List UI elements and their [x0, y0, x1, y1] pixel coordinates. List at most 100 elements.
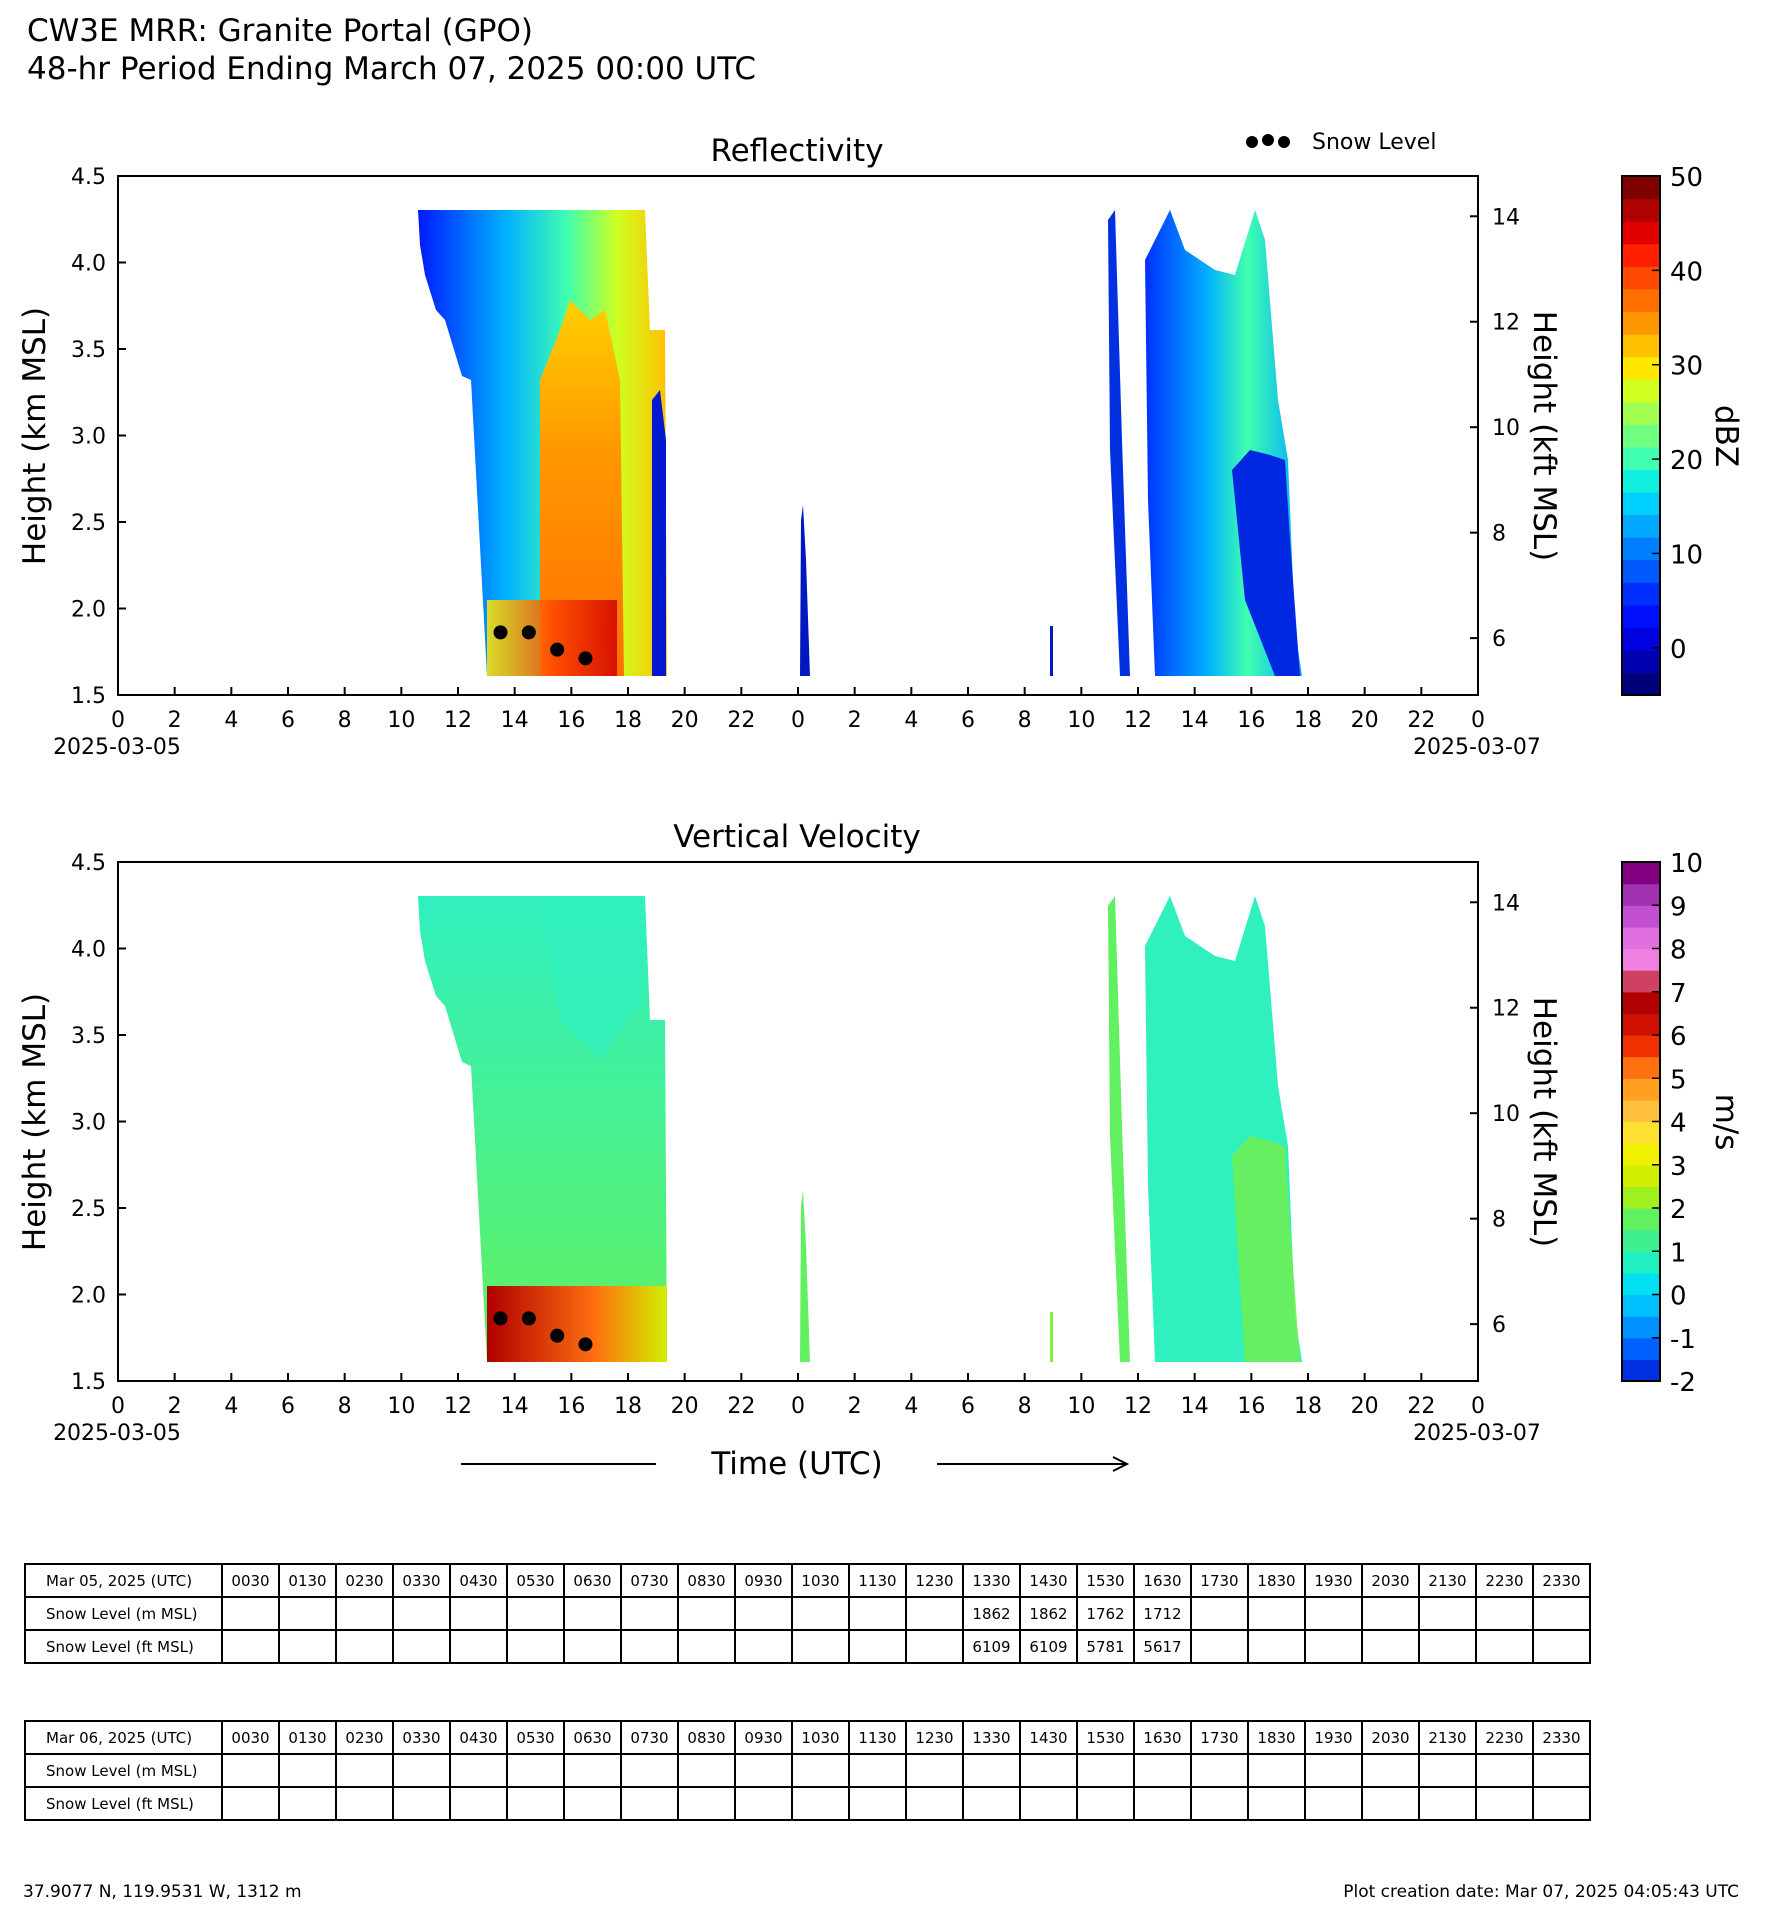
table-time-header: 1630	[1133, 1720, 1192, 1755]
vel-mar06-09z	[1050, 1312, 1053, 1362]
table-row: Snow Level (m MSL)	[24, 1753, 1591, 1788]
colorbar-bin	[1622, 1121, 1660, 1144]
table-cell: 5781	[1076, 1629, 1135, 1664]
table-cell: 1862	[962, 1596, 1021, 1631]
table-cell	[905, 1629, 964, 1664]
echo-mar06-11z	[1108, 210, 1130, 676]
reflectivity-panel: Reflectivity 1.5 2.0 2.5 3.0 3.5 4.0 4.5 6 8 10 1…	[17, 130, 1744, 760]
table-cell	[1304, 1596, 1363, 1631]
x-tick-label: 20	[1351, 708, 1379, 733]
table-cell	[1475, 1786, 1534, 1821]
colorbar-tick-label: 3	[1670, 1152, 1687, 1182]
colorbar-bin	[1622, 970, 1660, 993]
reflectivity-x-ticks: 0 2 4 6 8 10 12 14 16 18 20 22 0 2 4 6 8 10 12 14 16 18 20 22 0	[111, 687, 1485, 733]
y-tick-right-label: 10	[1492, 1102, 1520, 1127]
x-tick-label: 8	[1018, 708, 1032, 733]
chart-title: CW3E MRR: Granite Portal (GPO)	[27, 13, 533, 49]
table-time-header: 0730	[620, 1563, 679, 1598]
colorbar-tick-label: 7	[1670, 979, 1687, 1009]
snow-level-legend: Snow Level	[1246, 130, 1436, 155]
table-cell	[1532, 1629, 1591, 1664]
table-cell	[278, 1753, 337, 1788]
table-cell	[221, 1596, 280, 1631]
x-tick-label: 22	[1407, 1394, 1435, 1419]
table-cell	[620, 1786, 679, 1821]
colorbar-bin	[1622, 1013, 1660, 1036]
table-cell	[1361, 1629, 1420, 1664]
table-cell	[734, 1753, 793, 1788]
table-time-header: 0030	[221, 1720, 280, 1755]
x-tick-label: 18	[614, 1394, 642, 1419]
colorbar-bin	[1622, 1229, 1660, 1252]
table-cell: 5617	[1133, 1629, 1192, 1664]
velocity-echoes	[418, 896, 1302, 1362]
table-date-label: Mar 05, 2025 (UTC)	[24, 1563, 223, 1598]
colorbar-bin	[1622, 333, 1660, 358]
table-cell	[734, 1596, 793, 1631]
colorbar-bin	[1622, 1251, 1660, 1274]
velocity-snow-level-points	[493, 1311, 593, 1352]
x-tick-label: 4	[224, 1394, 238, 1419]
x-tick-label: 0	[111, 708, 125, 733]
echo-mar06-edge	[1232, 450, 1300, 676]
reflectivity-end-date: 2025-03-07	[1413, 735, 1541, 760]
table-cell	[1247, 1629, 1306, 1664]
table-cell	[677, 1753, 736, 1788]
table-row-label: Snow Level (ft MSL)	[24, 1786, 223, 1821]
table-cell	[791, 1753, 850, 1788]
y-tick-right-label: 14	[1492, 891, 1520, 916]
table-cell	[563, 1753, 622, 1788]
table-cell	[1076, 1753, 1135, 1788]
table-cell	[1475, 1753, 1534, 1788]
colorbar-bin	[1622, 221, 1660, 245]
dbz-colorbar-frame	[1621, 175, 1661, 696]
colorbar-bin	[1622, 1143, 1660, 1166]
colorbar-tick-label: 4	[1670, 1109, 1687, 1139]
table-cell	[848, 1786, 907, 1821]
table-cell	[449, 1596, 508, 1631]
vel-mar06-00z	[800, 1191, 810, 1362]
colorbar-tick-label: 20	[1670, 446, 1703, 476]
table-cell	[506, 1629, 565, 1664]
x-tick-label: 0	[791, 708, 805, 733]
x-tick-label: 12	[1124, 708, 1152, 733]
table-time-header: 2330	[1532, 1563, 1591, 1598]
table-cell	[1418, 1786, 1477, 1821]
x-tick-label: 8	[338, 1394, 352, 1419]
colorbar-bin	[1622, 1316, 1660, 1339]
colorbar-bin	[1622, 176, 1660, 200]
x-tick-label: 12	[1124, 1394, 1152, 1419]
table-time-header: 1030	[791, 1563, 850, 1598]
snow-level-point	[493, 1311, 508, 1326]
table-cell	[620, 1629, 679, 1664]
table-cell	[1190, 1786, 1249, 1821]
colorbar-bin	[1622, 1186, 1660, 1209]
x-tick-label: 20	[1351, 1394, 1379, 1419]
dbz-label: dBZ	[1708, 405, 1744, 467]
velocity-title: Vertical Velocity	[673, 819, 921, 855]
x-tick-label: 18	[614, 708, 642, 733]
y-tick-label: 1.5	[71, 684, 106, 709]
x-tick-label: 0	[1471, 1394, 1485, 1419]
colorbar-bin	[1622, 1272, 1660, 1296]
y-tick-label: 3.0	[71, 425, 106, 450]
table-time-header: 0030	[221, 1563, 280, 1598]
table-time-header: 1530	[1076, 1563, 1135, 1598]
x-tick-label: 2	[168, 1394, 182, 1419]
table-cell	[734, 1786, 793, 1821]
x-tick-label: 20	[671, 708, 699, 733]
colorbar-bin	[1622, 311, 1660, 335]
table-time-header: 0130	[278, 1720, 337, 1755]
colorbar-bin	[1622, 469, 1660, 493]
x-tick-label: 22	[727, 1394, 755, 1419]
reflectivity-start-date: 2025-03-05	[53, 735, 181, 760]
y-tick-right-label: 12	[1492, 311, 1520, 336]
table-row-label: Snow Level (m MSL)	[24, 1596, 223, 1631]
table-cell	[506, 1596, 565, 1631]
x-tick-label: 10	[1067, 708, 1095, 733]
table-time-header: 0230	[335, 1720, 394, 1755]
table-cell	[791, 1596, 850, 1631]
table-time-header: 0230	[335, 1563, 394, 1598]
reflectivity-ylabel-right: Height (kft MSL)	[1526, 311, 1562, 562]
colorbar-bin	[1622, 1294, 1660, 1317]
